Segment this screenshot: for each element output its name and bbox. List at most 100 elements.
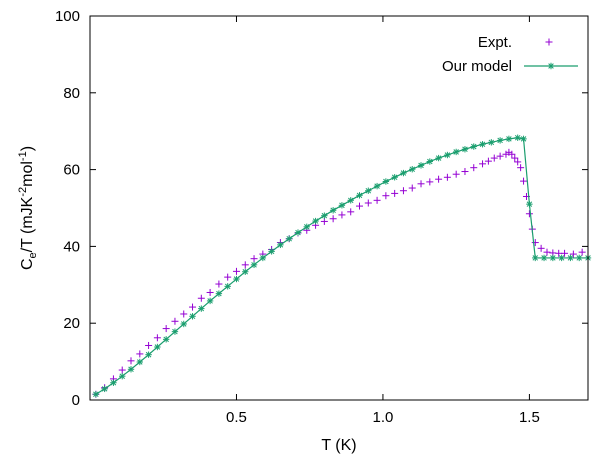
data-point-expt (537, 244, 545, 252)
data-point-model (496, 137, 504, 144)
data-point-model (540, 254, 548, 262)
y-axis-title-sup2: -1 (17, 151, 29, 161)
data-point-model (488, 139, 495, 146)
data-point-expt (171, 317, 179, 325)
data-point-expt (215, 280, 223, 288)
legend-sample-plus (545, 38, 553, 46)
data-point-expt (543, 248, 551, 256)
legend-label-our-model: Our model (442, 58, 512, 75)
y-tick-label: 100 (55, 8, 80, 25)
data-point-model (426, 158, 434, 165)
x-tick-label: 0.5 (226, 409, 247, 426)
data-point-model (338, 202, 346, 209)
data-point-expt (206, 288, 214, 296)
data-point-expt (479, 160, 487, 168)
y-tick-label: 20 (63, 315, 80, 332)
data-point-expt (224, 273, 232, 281)
data-point-expt (153, 334, 161, 342)
y-tick-label: 80 (63, 85, 80, 102)
data-point-model (259, 254, 267, 262)
data-point-expt (517, 164, 525, 172)
data-point-expt (417, 180, 425, 188)
data-point-expt (484, 157, 492, 165)
data-point-model (268, 248, 275, 255)
legend-marker-expt (545, 38, 553, 46)
data-point-expt (452, 170, 460, 178)
x-tick-label: 1.5 (519, 409, 540, 426)
data-point-model (505, 135, 513, 143)
data-point-model (242, 268, 249, 275)
data-point-model (303, 223, 310, 231)
data-point-model (189, 313, 196, 320)
data-point-model (171, 328, 179, 335)
data-point-expt (320, 217, 328, 225)
data-point-model (101, 385, 108, 393)
data-point-expt (189, 303, 197, 311)
data-point-model (558, 254, 565, 262)
x-axis-title: T (K) (321, 437, 356, 454)
data-point-model (576, 254, 583, 262)
data-point-expt (555, 249, 563, 257)
data-point-expt (520, 177, 528, 185)
data-point-expt (232, 267, 240, 275)
data-point-expt (408, 184, 416, 192)
data-point-model (206, 297, 214, 305)
data-point-model (294, 229, 302, 236)
data-point-model (373, 182, 381, 190)
y-tick-label: 60 (63, 162, 80, 179)
data-point-expt (531, 239, 539, 247)
data-point-expt (118, 366, 126, 374)
data-point-model (321, 212, 328, 219)
series-0 (92, 148, 586, 398)
y-axis-title-mid2: mol (19, 161, 36, 187)
data-point-model (92, 391, 100, 398)
data-point-model (382, 178, 390, 185)
data-point-expt (250, 255, 258, 263)
y-tick-label: 0 (72, 392, 80, 409)
model-line (95, 137, 588, 395)
legend-sample-star (547, 62, 555, 70)
data-point-model (347, 197, 354, 204)
data-point-model (452, 148, 460, 156)
data-point-model (312, 217, 319, 225)
data-point-expt (399, 187, 407, 195)
data-point-expt (373, 196, 381, 204)
data-point-model (136, 358, 143, 366)
data-point-model (286, 235, 293, 242)
y-axis-title-sub: e (27, 252, 39, 258)
data-point-model (479, 141, 486, 148)
data-point-expt (127, 357, 135, 365)
data-point-expt (435, 175, 443, 183)
data-point-model (119, 372, 126, 380)
data-point-model (233, 275, 240, 283)
data-point-model (461, 146, 469, 153)
data-point-model (365, 187, 372, 194)
data-point-model (409, 166, 416, 173)
data-point-expt (180, 310, 188, 318)
y-axis-title-sup1: -2 (17, 187, 29, 197)
x-tick-label: 1.0 (373, 409, 394, 426)
data-point-expt (496, 152, 504, 160)
y-axis-title-mid: /T (mJK (19, 196, 36, 252)
legend-label-expt: Expt. (478, 34, 512, 51)
data-point-expt (443, 173, 451, 181)
data-point-model (127, 366, 135, 373)
y-tick-label: 40 (63, 238, 80, 255)
data-point-expt (145, 341, 153, 349)
data-point-model (520, 135, 527, 143)
y-axis-title: Ce/T (mJK-2mol-1) (17, 146, 39, 270)
data-point-model (514, 134, 521, 141)
data-point-model (391, 174, 398, 181)
data-point-expt (162, 325, 170, 333)
data-point-model (224, 283, 231, 290)
data-point-expt (511, 154, 519, 162)
data-point-expt (578, 248, 586, 256)
data-point-expt (426, 178, 434, 186)
data-point-expt (356, 202, 364, 210)
data-point-expt (525, 210, 533, 218)
series-layer (92, 134, 592, 398)
data-point-model (417, 162, 425, 169)
data-point-model (180, 320, 187, 328)
data-point-model (470, 143, 477, 150)
data-point-model (110, 379, 117, 386)
